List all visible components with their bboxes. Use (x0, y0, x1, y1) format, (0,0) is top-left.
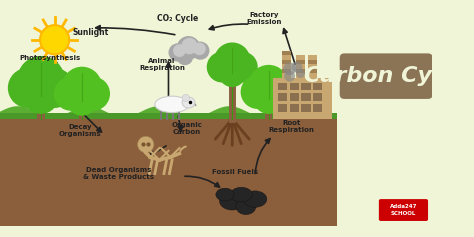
Circle shape (67, 86, 97, 116)
Ellipse shape (182, 97, 195, 108)
Bar (273, 78, 332, 119)
Text: Root
Respiration: Root Respiration (268, 120, 314, 133)
Ellipse shape (155, 96, 190, 113)
Circle shape (193, 42, 206, 55)
Text: Adda247
SCHOOL: Adda247 SCHOOL (390, 205, 417, 216)
Bar (283, 51, 292, 55)
Bar (290, 104, 299, 112)
Ellipse shape (230, 187, 252, 202)
Bar (296, 73, 305, 78)
Circle shape (177, 49, 193, 65)
Bar (79, 101, 85, 119)
Bar (301, 82, 310, 90)
Circle shape (34, 68, 74, 108)
Text: Fossil Fuels: Fossil Fuels (212, 169, 258, 175)
Circle shape (182, 94, 190, 102)
Circle shape (254, 84, 284, 114)
Text: Decay
Organisms: Decay Organisms (59, 124, 101, 137)
Bar (290, 82, 299, 90)
Circle shape (40, 25, 69, 54)
Circle shape (263, 75, 297, 109)
FancyBboxPatch shape (340, 53, 433, 99)
Text: Organic
Carbon: Organic Carbon (171, 122, 202, 135)
Bar (283, 64, 292, 69)
Bar (313, 104, 322, 112)
Ellipse shape (219, 192, 245, 210)
Bar (308, 64, 317, 69)
Circle shape (181, 38, 198, 54)
Ellipse shape (216, 188, 234, 201)
Text: Animal
Respiration: Animal Respiration (139, 58, 185, 71)
Bar (283, 60, 292, 64)
Bar (296, 60, 305, 64)
Ellipse shape (236, 198, 256, 214)
Bar (278, 104, 287, 112)
Text: Carbon Cycle: Carbon Cycle (304, 66, 468, 86)
Circle shape (173, 44, 186, 57)
Circle shape (54, 77, 88, 111)
Circle shape (23, 78, 59, 114)
Circle shape (249, 65, 289, 105)
Circle shape (18, 56, 64, 103)
Ellipse shape (243, 191, 267, 207)
Bar (308, 69, 317, 73)
Bar (296, 69, 305, 73)
Circle shape (219, 60, 246, 87)
FancyBboxPatch shape (379, 199, 428, 221)
Circle shape (191, 41, 210, 60)
Circle shape (296, 69, 305, 78)
Circle shape (62, 67, 102, 107)
Bar (313, 93, 322, 101)
Bar (308, 55, 317, 60)
Bar (0, 11, 337, 119)
Bar (278, 82, 287, 90)
Circle shape (168, 43, 187, 62)
Circle shape (137, 136, 154, 153)
Bar (308, 60, 317, 64)
Bar (0, 115, 337, 226)
Bar (308, 73, 317, 78)
Bar (296, 55, 305, 60)
Bar (290, 93, 299, 101)
Bar (283, 55, 292, 60)
Circle shape (8, 68, 48, 108)
Polygon shape (0, 106, 337, 119)
Bar (278, 93, 287, 101)
Bar (313, 82, 322, 90)
Circle shape (227, 52, 258, 82)
Bar (265, 99, 272, 119)
Circle shape (76, 77, 110, 111)
Circle shape (214, 42, 250, 79)
Circle shape (207, 52, 237, 82)
Circle shape (283, 63, 296, 75)
Bar (283, 73, 292, 78)
Circle shape (292, 62, 302, 73)
Bar (283, 69, 292, 73)
Text: Photosynthesis: Photosynthesis (19, 55, 81, 61)
Text: Dead Organisms
& Waste Products: Dead Organisms & Waste Products (83, 167, 154, 180)
Circle shape (177, 36, 201, 60)
Text: Sunlight: Sunlight (73, 28, 109, 37)
Bar (37, 96, 45, 119)
Text: Factory
Emission: Factory Emission (246, 12, 282, 25)
Circle shape (284, 71, 295, 82)
Bar (0, 114, 337, 119)
Bar (301, 104, 310, 112)
Text: CO₂ Cycle: CO₂ Cycle (157, 14, 198, 23)
Bar (301, 93, 310, 101)
Circle shape (241, 75, 274, 109)
Bar (296, 64, 305, 69)
